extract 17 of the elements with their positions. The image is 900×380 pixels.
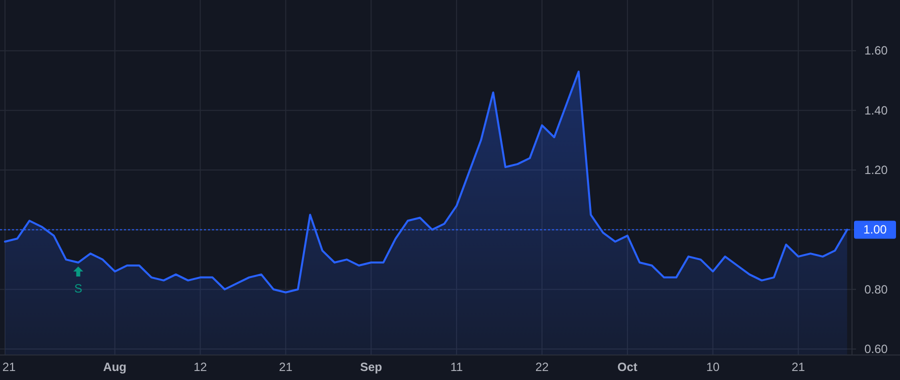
ref-line-label: 1.00 bbox=[863, 222, 887, 237]
y-tick-label: 0.80 bbox=[864, 282, 888, 296]
x-tick-label: 11 bbox=[450, 360, 464, 374]
x-tick-label: 12 bbox=[194, 360, 208, 374]
y-tick-label: 0.60 bbox=[864, 342, 888, 356]
x-tick-label: Sep bbox=[360, 360, 382, 374]
annotation: S bbox=[74, 281, 82, 296]
x-tick-label: 21 bbox=[279, 360, 293, 374]
y-tick-label: 1.20 bbox=[864, 163, 888, 178]
x-tick-label: 22 bbox=[535, 360, 549, 374]
x-tick-label: Oct bbox=[617, 360, 638, 374]
x-tick-label: Aug bbox=[103, 360, 127, 374]
y-tick-label: 1.40 bbox=[864, 103, 888, 118]
x-tick-label: 21 bbox=[792, 360, 806, 374]
x-tick-label: 10 bbox=[706, 360, 720, 374]
x-tick-label: 21 bbox=[2, 360, 16, 374]
y-tick-label: 1.60 bbox=[864, 44, 888, 58]
